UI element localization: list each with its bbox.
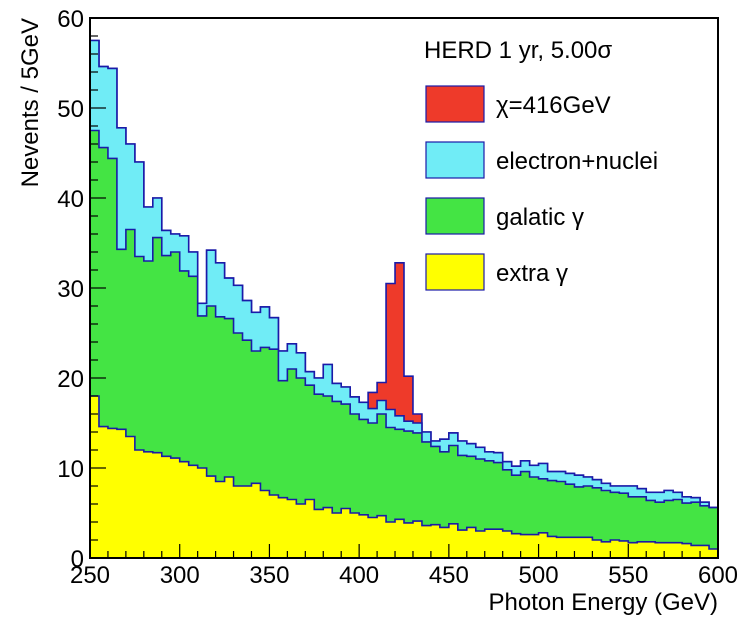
legend-header: HERD 1 yr, 5.00σ [424,37,612,64]
histogram-stack [89,39,719,559]
legend-swatch [425,253,485,291]
x-axis-title: Photon Energy (GeV) [489,589,718,616]
x-tick-label: 500 [519,562,559,589]
x-tick-label: 250 [70,562,110,589]
legend-swatch [425,141,485,179]
y-tick-label: 0 [71,546,84,573]
y-tick-label: 60 [57,6,84,33]
x-tick-label: 350 [249,562,289,589]
x-tick-label: 450 [429,562,469,589]
y-axis-title: Nevents / 5GeV [17,18,44,187]
y-tick-label: 10 [57,456,84,483]
legend-entry-label: galatic γ [496,204,584,231]
y-tick-label: 40 [57,186,84,213]
axis-tick-labels: 250 300 350 400 450 500 550 600 0 10 20 30 40 50 60 [57,6,738,589]
y-tick-label: 50 [57,96,84,123]
y-tick-label: 20 [57,366,84,393]
legend-swatch [425,197,485,235]
x-tick-label: 600 [698,562,738,589]
axis-ticks [89,17,719,559]
series-galatic [89,129,719,559]
x-tick-label: 400 [339,562,379,589]
y-tick-label: 30 [57,276,84,303]
legend-swatch [425,85,485,123]
legend-entry-label: extra γ [496,260,568,287]
legend: χ=416GeV electron+nuclei galatic γ extra γ [425,85,658,291]
x-tick-label: 550 [608,562,648,589]
legend-entry-label: electron+nuclei [496,148,658,175]
x-tick-label: 300 [160,562,200,589]
legend-entry-label: χ=416GeV [496,92,611,119]
series-extra [89,395,719,559]
